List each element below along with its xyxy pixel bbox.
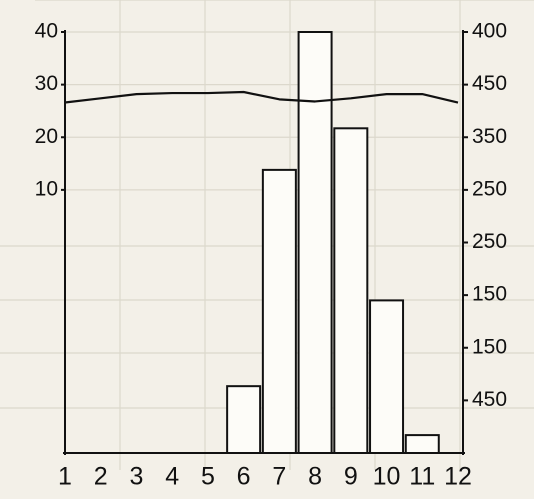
y2-tick-label: 250	[472, 230, 507, 253]
x-tick-label: 12	[444, 463, 472, 491]
axes	[61, 30, 468, 455]
y2-tick-label: 350	[472, 125, 507, 148]
bar	[333, 127, 369, 455]
y2-tick-label: 150	[472, 283, 507, 306]
grid	[65, 31, 463, 191]
x-tick-label: 7	[272, 463, 286, 491]
y2-tick-label: 450	[472, 388, 507, 411]
x-tick-label: 6	[237, 463, 251, 491]
x-labels: 1 2 3 4 5 6 7 8 9 10 11 12	[58, 463, 472, 491]
bar	[297, 31, 333, 454]
bar	[404, 434, 440, 455]
y2-tick-label: 150	[472, 335, 507, 358]
x-tick-label: 9	[344, 463, 358, 491]
bars	[64, 31, 459, 455]
x-tick-label: 5	[201, 463, 215, 491]
x-tick-label: 1	[58, 463, 72, 491]
bar	[226, 385, 262, 455]
x-tick-label: 4	[165, 463, 179, 491]
y-tick-label: 10	[35, 177, 58, 200]
y2-tick-label: 450	[472, 72, 507, 95]
y2-tick-label: 250	[472, 177, 507, 200]
x-tick-label: 11	[409, 463, 435, 491]
y2-tick-label: 400	[472, 20, 507, 43]
y-tick-label: 40	[35, 20, 58, 43]
x-tick-label: 3	[130, 463, 144, 491]
labels: 10 20 30 40 400 450 350 250 250 150 150 450	[35, 20, 507, 411]
x-tick-label: 10	[373, 463, 401, 491]
y-tick-label: 30	[35, 72, 58, 95]
y-tick-label: 20	[35, 125, 58, 148]
x-tick-label: 8	[308, 463, 322, 491]
x-tick-label: 2	[94, 463, 108, 491]
bar	[369, 299, 405, 455]
bar	[261, 168, 297, 454]
line	[64, 90, 459, 104]
